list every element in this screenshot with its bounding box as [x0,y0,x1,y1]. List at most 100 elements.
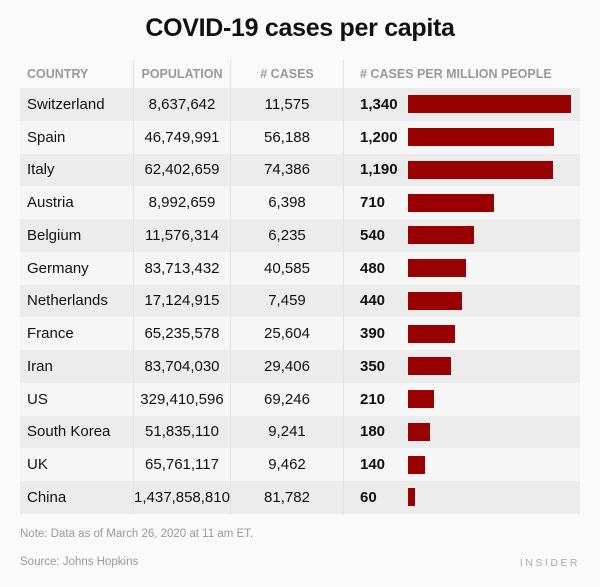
chart-title: COVID-19 cases per capita [145,14,455,42]
population-cell: 8,637,642 [133,88,230,121]
source: Source: Johns Hopkins [20,556,139,568]
country-cell: Iran [27,357,53,375]
country-cell: UK [27,456,48,474]
bar-south-korea [408,422,430,441]
population-cell: 1,437,858,810 [133,481,230,514]
bar-china [408,488,416,507]
per-million-cell: 540 [343,219,580,252]
country-cell: Spain [27,128,66,146]
table-row: Belgium 11,576,314 6,235 540 [20,219,580,252]
bar-us [408,390,434,409]
data-label: 710 [360,194,386,212]
population-cell: 51,835,110 [133,415,230,449]
bar-germany [408,259,467,278]
per-million-cell: 440 [343,284,580,318]
per-million-cell: 210 [343,382,580,416]
country-cell: Belgium [27,226,82,244]
header-row: COUNTRY POPULATION # CASES # CASES PER M… [20,60,580,88]
country-cell: Italy [27,161,55,179]
per-million-cell: 180 [343,415,580,449]
bar-italy [408,160,553,179]
data-label: 350 [360,357,386,375]
country-cell: South Korea [27,423,111,441]
data-label: 390 [360,325,386,343]
bar-uk [408,455,426,474]
cases-cell: 11,575 [230,88,343,121]
header-cases: # CASES [230,60,343,88]
population-cell: 83,713,432 [133,251,230,285]
per-million-cell: 390 [343,317,580,350]
data-label: 1,190 [360,161,398,179]
bar-switzerland [408,95,571,114]
country-cell: US [27,390,48,408]
cases-cell: 69,246 [230,382,343,416]
data-label: 1,340 [360,95,398,113]
table-row: Iran 83,704,030 29,406 350 [20,350,580,383]
cases-cell: 9,462 [230,448,343,481]
population-cell: 62,402,659 [133,153,230,187]
population-cell: 17,124,915 [133,284,230,318]
per-million-cell: 350 [343,350,580,383]
data-label: 480 [360,259,386,277]
country-cell: Netherlands [27,292,108,310]
table-body: Switzerland 8,637,642 11,575 1,340 Spain 46,7… [20,88,580,514]
cases-cell: 9,241 [230,415,343,449]
data-label: 180 [360,423,386,441]
cases-cell: 7,459 [230,284,343,318]
data-label: 210 [360,390,386,408]
table-row: France 65,235,578 25,604 390 [20,317,580,350]
country-cell: China [27,488,67,506]
cases-cell: 25,604 [230,317,343,350]
data-label: 440 [360,292,386,310]
bar-iran [408,357,451,376]
note: Note: Data as of March 26, 2020 at 11 am… [20,528,254,540]
table-row: Switzerland 8,637,642 11,575 1,340 [20,88,580,121]
country-cell: Germany [27,259,89,277]
cases-cell: 56,188 [230,120,343,154]
population-cell: 65,761,117 [133,448,230,481]
bar-spain [408,128,554,147]
bar-france [408,324,456,343]
per-million-cell: 710 [343,186,580,219]
table-row: UK 65,761,117 9,462 140 [20,448,580,481]
population-cell: 65,235,578 [133,317,230,350]
table-row: Spain 46,749,991 56,188 1,200 [20,120,580,154]
bar-netherlands [408,291,462,310]
header-population: POPULATION [133,60,230,88]
population-cell: 8,992,659 [133,186,230,219]
country-cell: Switzerland [27,95,105,113]
table-row: Italy 62,402,659 74,386 1,190 [20,153,580,187]
cases-cell: 74,386 [230,153,343,187]
per-million-cell: 1,190 [343,153,580,187]
brand-logo: INSIDER [519,557,580,569]
bar-belgium [408,226,474,245]
population-cell: 83,704,030 [133,350,230,383]
data-label: 60 [360,488,377,506]
cases-cell: 6,398 [230,186,343,219]
table-row: Netherlands 17,124,915 7,459 440 [20,284,580,318]
population-cell: 46,749,991 [133,120,230,154]
country-cell: France [27,325,74,343]
cases-cell: 6,235 [230,219,343,252]
per-million-cell: 60 [343,481,580,514]
data-table: COUNTRY POPULATION # CASES # CASES PER M… [20,60,580,514]
per-million-cell: 1,200 [343,120,580,154]
cases-cell: 40,585 [230,251,343,285]
data-label: 1,200 [360,128,398,146]
population-cell: 11,576,314 [133,219,230,252]
population-cell: 329,410,596 [133,382,230,416]
header-country: COUNTRY [27,67,89,81]
header-cases-per-million: # CASES PER MILLION PEOPLE [343,60,580,88]
bar-austria [408,193,495,212]
cases-cell: 29,406 [230,350,343,383]
data-label: 540 [360,226,386,244]
table-row: Austria 8,992,659 6,398 710 [20,186,580,219]
per-million-cell: 480 [343,251,580,285]
table-row: US 329,410,596 69,246 210 [20,382,580,416]
per-million-cell: 140 [343,448,580,481]
table-row: Germany 83,713,432 40,585 480 [20,251,580,285]
data-label: 140 [360,456,386,474]
table-row: China 1,437,858,810 81,782 60 [20,481,580,514]
per-million-cell: 1,340 [343,88,580,121]
table-row: South Korea 51,835,110 9,241 180 [20,415,580,449]
